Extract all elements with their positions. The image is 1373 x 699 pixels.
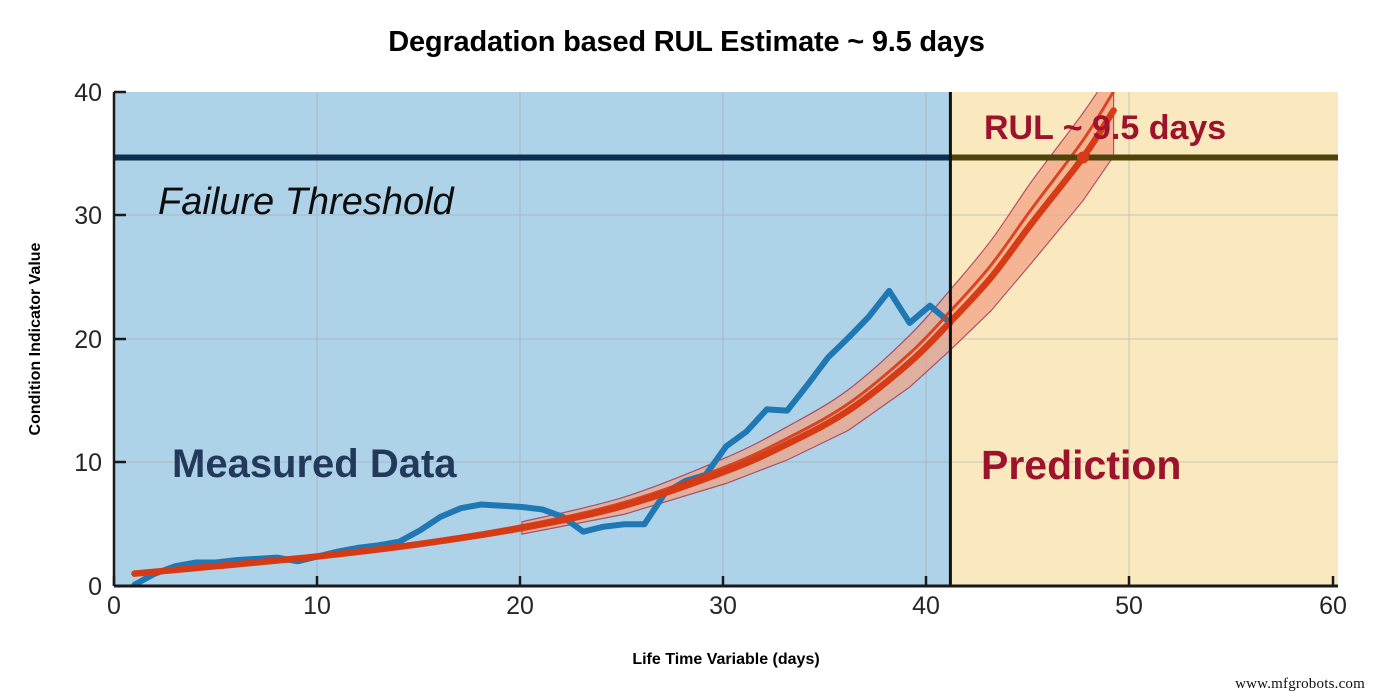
y-tick-label-30: 30 — [74, 202, 102, 230]
x-axis-ticks — [112, 576, 1335, 586]
degradation-fit-line-alt — [132, 92, 1116, 575]
chart-title: Degradation based RUL Estimate ~ 9.5 day… — [388, 26, 985, 58]
y-tick-label-0: 0 — [88, 573, 102, 601]
x-tick-label-20: 20 — [506, 592, 534, 620]
x-tick-label-50: 50 — [1115, 592, 1143, 620]
x-tick-label-0: 0 — [107, 592, 121, 620]
failure-crossing-marker — [1077, 151, 1089, 164]
watermark: www.mfgrobots.com — [1235, 676, 1365, 692]
confidence-band — [521, 92, 1115, 535]
measured-data-label: Measured Data — [172, 442, 457, 486]
y-tick-label-20: 20 — [74, 326, 102, 354]
prediction-label: Prediction — [981, 442, 1181, 488]
rul-label: RUL ~ 9.5 days — [984, 109, 1226, 147]
y-tick-label-40: 40 — [74, 79, 102, 107]
y-axis-ticks — [114, 90, 126, 588]
y-axis-title: Condition Indicator Value — [27, 242, 44, 435]
x-tick-label-40: 40 — [912, 592, 940, 620]
x-tick-label-60: 60 — [1319, 592, 1347, 620]
failure-threshold-label: Failure Threshold — [158, 181, 456, 223]
x-axis-title: Life Time Variable (days) — [632, 651, 819, 668]
x-tick-label-30: 30 — [709, 592, 737, 620]
x-tick-label-10: 10 — [303, 592, 331, 620]
y-tick-label-10: 10 — [74, 449, 102, 477]
